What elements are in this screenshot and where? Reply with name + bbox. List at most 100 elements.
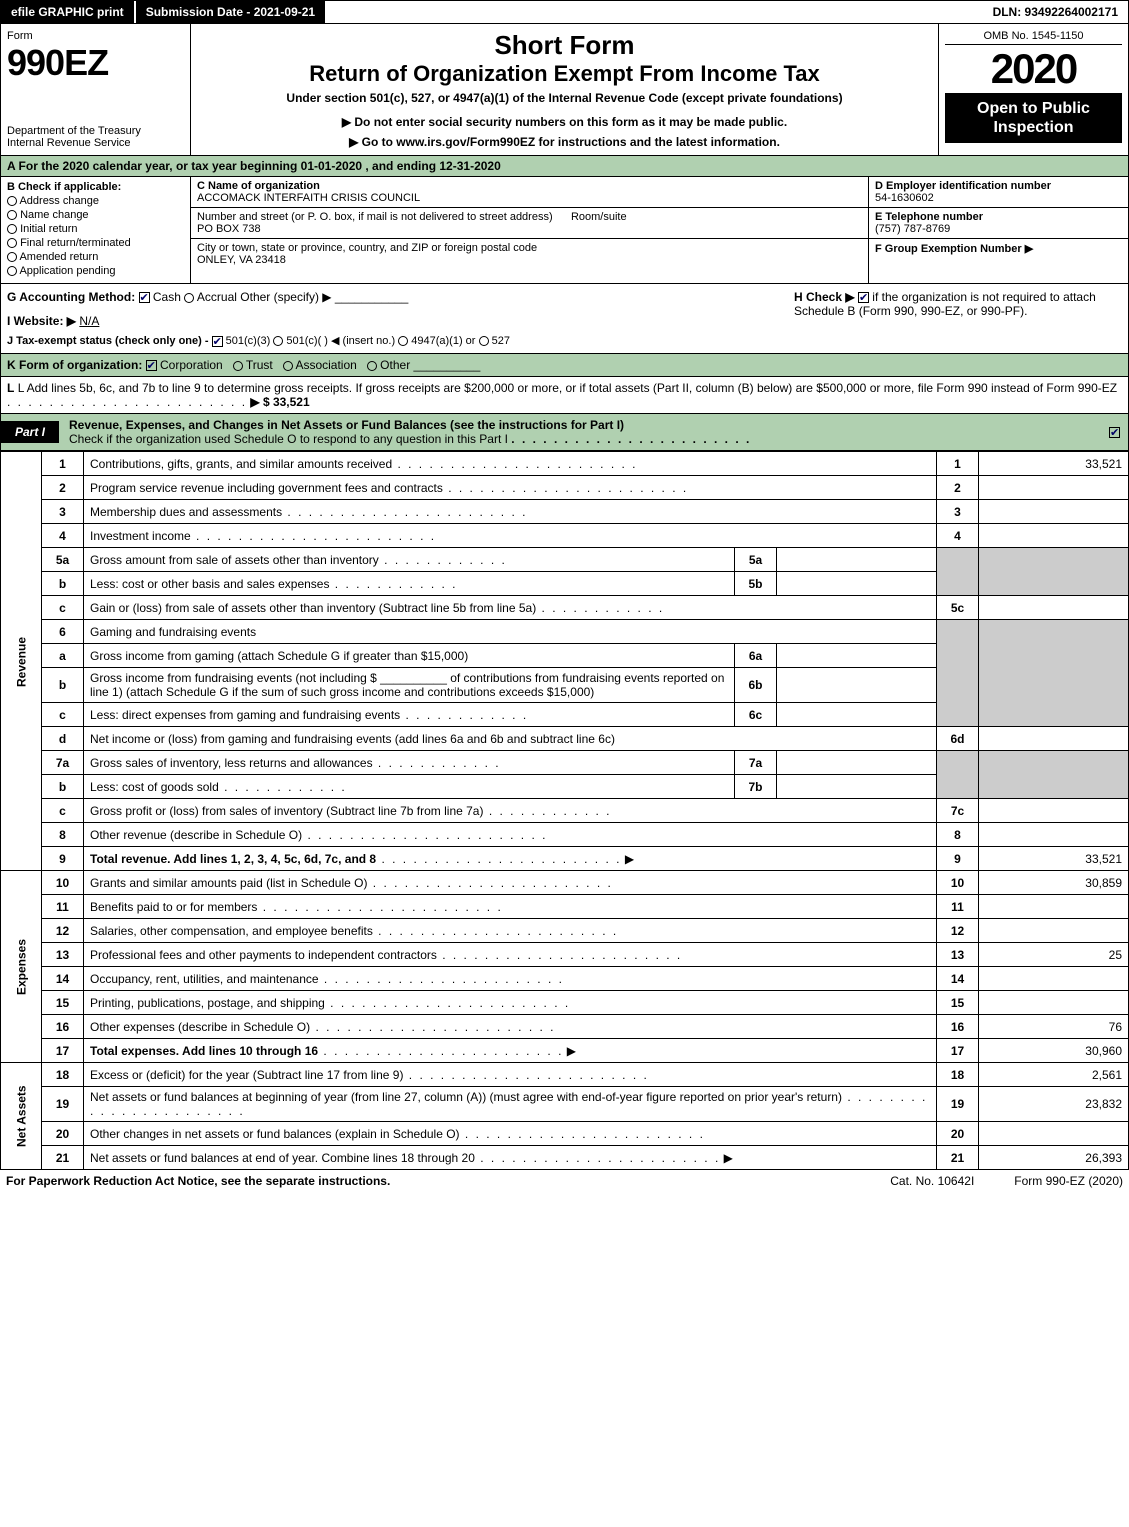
line-18: Net Assets 18 Excess or (deficit) for th… [1,1063,1129,1087]
line-14: 14 Occupancy, rent, utilities, and maint… [1,967,1129,991]
ln-9-desc: Total revenue. Add lines 1, 2, 3, 4, 5c,… [90,852,376,866]
ln-10-val: 30,859 [979,871,1129,895]
ln-5c-rn: 5c [937,596,979,620]
dln: DLN: 93492264002171 [983,1,1128,23]
ln-6c-mid: 6c [735,703,777,727]
ln-9-rn: 9 [937,847,979,871]
accrual-radio[interactable] [184,293,194,303]
ln-19-num: 19 [42,1087,84,1122]
application-pending-radio[interactable] [7,266,17,276]
ln-6b-midval [777,668,937,703]
ln-6-val-shade [979,620,1129,727]
amended-return-radio[interactable] [7,252,17,262]
ln-9-val: 33,521 [979,847,1129,871]
opt-name-change: Name change [20,209,89,221]
ln-17-desc: Total expenses. Add lines 10 through 16 [90,1044,318,1058]
ln-6b-desc: Gross income from fundraising events (no… [90,671,724,699]
final-return-radio[interactable] [7,238,17,248]
line-9: 9 Total revenue. Add lines 1, 2, 3, 4, 5… [1,847,1129,871]
opt-app-pending: Application pending [19,265,115,277]
j-label: J Tax-exempt status (check only one) - [7,335,209,347]
website-val: N/A [79,314,99,328]
ln-20-rn: 20 [937,1122,979,1146]
ln-1-num: 1 [42,452,84,476]
k-trust-radio[interactable] [233,361,243,371]
ln-7ab-rn-shade [937,751,979,799]
h-label: H Check ▶ [794,290,855,304]
line-5a: 5a Gross amount from sale of assets othe… [1,548,1129,572]
ln-15-desc: Printing, publications, postage, and shi… [90,996,325,1010]
line-7c: c Gross profit or (loss) from sales of i… [1,799,1129,823]
ln-2-desc: Program service revenue including govern… [90,481,443,495]
efile-print-button[interactable]: efile GRAPHIC print [1,1,136,23]
ln-14-desc: Occupancy, rent, utilities, and maintena… [90,972,319,986]
row-k: K Form of organization: Corporation Trus… [0,354,1129,377]
form-ref: Form 990-EZ (2020) [1014,1174,1123,1188]
k-corp-checkbox[interactable] [146,360,157,371]
ln-19-desc: Net assets or fund balances at beginning… [90,1090,842,1104]
ln-7b-num: b [42,775,84,799]
i-label: I Website: ▶ [7,314,76,328]
ln-6c-num: c [42,703,84,727]
j-501c3-checkbox[interactable] [212,336,223,347]
j-527-radio[interactable] [479,336,489,346]
name-change-radio[interactable] [7,210,17,220]
ln-3-val [979,500,1129,524]
telephone: (757) 787-8769 [875,223,950,235]
k-other-radio[interactable] [367,361,377,371]
ln-5b-mid: 5b [735,572,777,596]
ln-6-num: 6 [42,620,84,644]
instructions-link[interactable]: ▶ Go to www.irs.gov/Form990EZ for instru… [201,135,928,149]
ln-6a-mid: 6a [735,644,777,668]
ln-6a-desc: Gross income from gaming (attach Schedul… [90,649,468,663]
cash-checkbox[interactable] [139,292,150,303]
k-assoc-radio[interactable] [283,361,293,371]
ln-10-rn: 10 [937,871,979,895]
ln-8-num: 8 [42,823,84,847]
line-2: 2 Program service revenue including gove… [1,476,1129,500]
ln-4-num: 4 [42,524,84,548]
g-label: G Accounting Method: [7,290,135,304]
open-to-public: Open to Public Inspection [945,93,1122,143]
ln-15-rn: 15 [937,991,979,1015]
initial-return-radio[interactable] [7,224,17,234]
top-bar: efile GRAPHIC print Submission Date - 20… [0,0,1129,24]
part1-schedule-o-checkbox[interactable] [1109,427,1120,438]
room-label: Room/suite [571,211,627,223]
po-box: PO BOX 738 [197,223,261,235]
city-label: City or town, state or province, country… [197,242,537,254]
ln-11-rn: 11 [937,895,979,919]
line-17: 17 Total expenses. Add lines 10 through … [1,1039,1129,1063]
ln-12-val [979,919,1129,943]
ln-6d-rn: 6d [937,727,979,751]
line-4: 4 Investment income 4 [1,524,1129,548]
k-trust: Trust [246,358,273,372]
h-checkbox[interactable] [858,292,869,303]
ln-18-val: 2,561 [979,1063,1129,1087]
ln-20-desc: Other changes in net assets or fund bala… [90,1127,460,1141]
form-header: Form 990EZ Department of the Treasury In… [0,24,1129,156]
ln-5c-num: c [42,596,84,620]
ln-2-num: 2 [42,476,84,500]
j-4947-radio[interactable] [398,336,408,346]
ln-16-num: 16 [42,1015,84,1039]
part1-tag: Part I [1,421,59,443]
ln-7c-rn: 7c [937,799,979,823]
line-6d: d Net income or (loss) from gaming and f… [1,727,1129,751]
expenses-side-label: Expenses [1,871,42,1063]
opt-amended: Amended return [19,251,98,263]
j-501c-radio[interactable] [273,336,283,346]
revenue-side-label: Revenue [1,452,42,871]
other-label: Other (specify) ▶ [240,290,331,304]
opt-address-change: Address change [19,195,99,207]
netassets-side-label: Net Assets [1,1063,42,1170]
ln-20-val [979,1122,1129,1146]
ln-4-rn: 4 [937,524,979,548]
header-left: Form 990EZ Department of the Treasury In… [1,24,191,155]
section-c: C Name of organization ACCOMACK INTERFAI… [191,177,868,283]
row-gh: G Accounting Method: Cash Accrual Other … [0,284,1129,354]
address-change-radio[interactable] [7,196,17,206]
ln-5b-desc: Less: cost or other basis and sales expe… [90,577,329,591]
row-a-tax-year: A For the 2020 calendar year, or tax yea… [0,156,1129,177]
ln-16-desc: Other expenses (describe in Schedule O) [90,1020,310,1034]
